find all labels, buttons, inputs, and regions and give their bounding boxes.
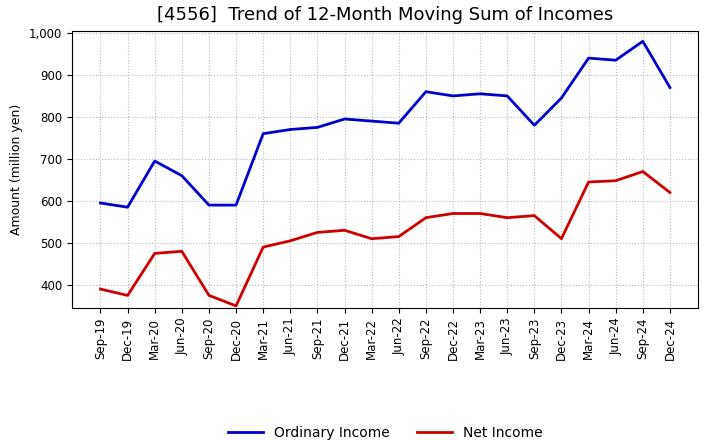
- Line: Ordinary Income: Ordinary Income: [101, 41, 670, 207]
- Ordinary Income: [232, 202, 240, 208]
- Net Income: [259, 245, 268, 250]
- Net Income: [341, 227, 349, 233]
- Ordinary Income: [639, 39, 647, 44]
- Ordinary Income: [530, 123, 539, 128]
- Ordinary Income: [286, 127, 294, 132]
- Net Income: [530, 213, 539, 218]
- Net Income: [204, 293, 213, 298]
- Net Income: [421, 215, 430, 220]
- Ordinary Income: [204, 202, 213, 208]
- Ordinary Income: [665, 85, 674, 90]
- Ordinary Income: [259, 131, 268, 136]
- Net Income: [232, 303, 240, 308]
- Ordinary Income: [421, 89, 430, 94]
- Legend: Ordinary Income, Net Income: Ordinary Income, Net Income: [222, 420, 548, 440]
- Net Income: [150, 251, 159, 256]
- Net Income: [313, 230, 322, 235]
- Ordinary Income: [584, 55, 593, 61]
- Net Income: [665, 190, 674, 195]
- Ordinary Income: [367, 118, 376, 124]
- Net Income: [503, 215, 511, 220]
- Ordinary Income: [503, 93, 511, 99]
- Net Income: [557, 236, 566, 241]
- Ordinary Income: [96, 200, 105, 205]
- Ordinary Income: [476, 91, 485, 96]
- Ordinary Income: [557, 95, 566, 101]
- Ordinary Income: [178, 173, 186, 178]
- Ordinary Income: [341, 116, 349, 121]
- Net Income: [584, 180, 593, 185]
- Net Income: [476, 211, 485, 216]
- Net Income: [286, 238, 294, 243]
- Ordinary Income: [150, 158, 159, 164]
- Net Income: [449, 211, 457, 216]
- Title: [4556]  Trend of 12-Month Moving Sum of Incomes: [4556] Trend of 12-Month Moving Sum of I…: [157, 6, 613, 24]
- Ordinary Income: [395, 121, 403, 126]
- Y-axis label: Amount (million yen): Amount (million yen): [10, 104, 23, 235]
- Net Income: [123, 293, 132, 298]
- Net Income: [178, 249, 186, 254]
- Ordinary Income: [449, 93, 457, 99]
- Line: Net Income: Net Income: [101, 172, 670, 306]
- Net Income: [367, 236, 376, 241]
- Net Income: [639, 169, 647, 174]
- Ordinary Income: [123, 205, 132, 210]
- Ordinary Income: [611, 58, 620, 63]
- Net Income: [611, 178, 620, 183]
- Ordinary Income: [313, 125, 322, 130]
- Net Income: [96, 286, 105, 292]
- Net Income: [395, 234, 403, 239]
